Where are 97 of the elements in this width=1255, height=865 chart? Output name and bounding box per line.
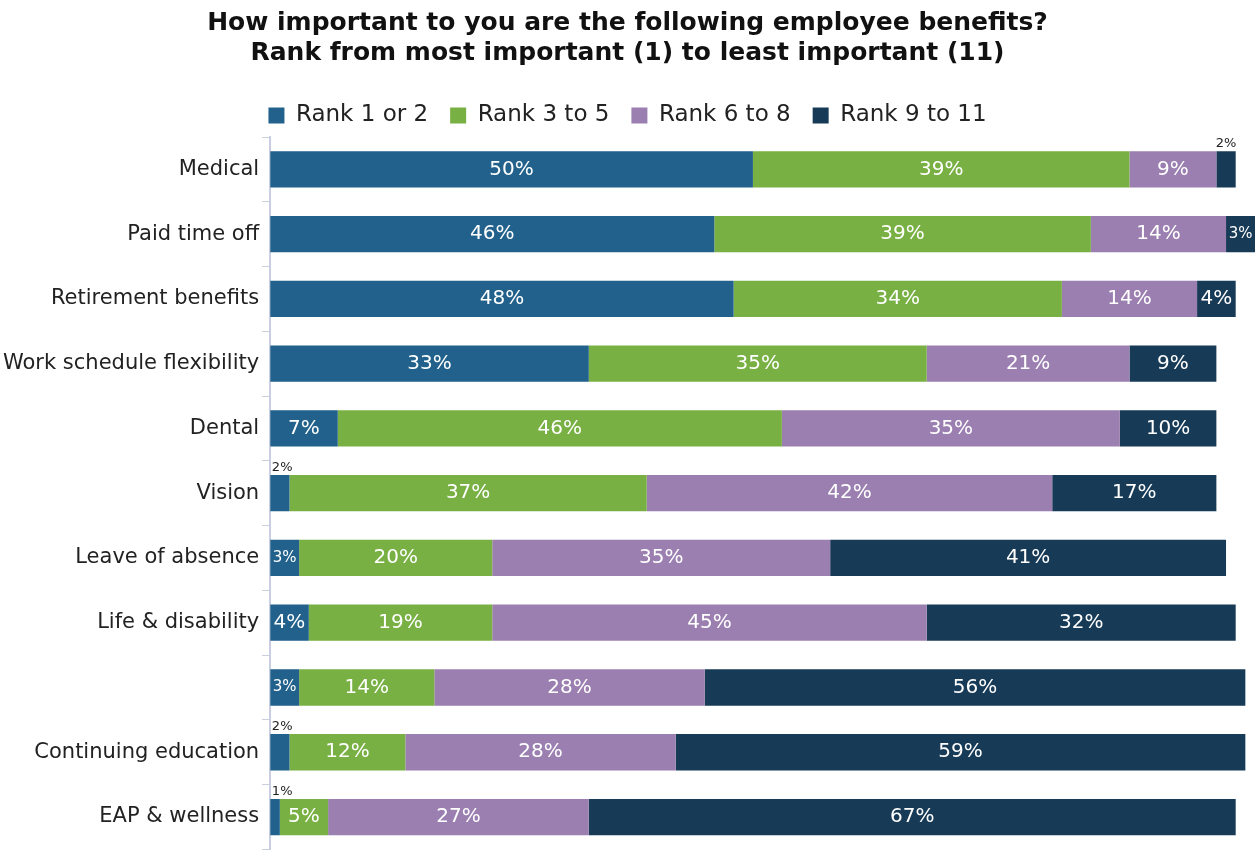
data-label: 35% bbox=[928, 414, 974, 439]
bar bbox=[926, 345, 1130, 382]
bar bbox=[270, 216, 715, 253]
data-label: 27% bbox=[436, 803, 481, 828]
bar bbox=[588, 798, 1236, 836]
legend-label: Rank 1 or 2 bbox=[295, 100, 429, 127]
data-label: 45% bbox=[687, 608, 732, 633]
data-label: 20% bbox=[373, 544, 418, 569]
bar bbox=[926, 604, 1236, 641]
bar bbox=[328, 798, 589, 836]
data-label: 33% bbox=[407, 349, 452, 374]
data-label: 19% bbox=[378, 608, 423, 633]
bar bbox=[289, 475, 647, 512]
bar bbox=[1216, 151, 1236, 188]
y-tick-label: Paid time off bbox=[127, 220, 260, 245]
data-label: 37% bbox=[445, 479, 491, 504]
data-label: 35% bbox=[638, 544, 684, 569]
y-tick-label: Work schedule flexibility bbox=[2, 350, 260, 375]
data-label: 41% bbox=[1005, 544, 1051, 569]
y-tick-label: Continuing education bbox=[34, 738, 260, 763]
bar bbox=[1129, 345, 1217, 382]
data-label: 46% bbox=[470, 220, 515, 245]
bar bbox=[337, 410, 782, 447]
bar bbox=[830, 539, 1227, 577]
data-label: 48% bbox=[479, 285, 525, 310]
data-label: 39% bbox=[918, 155, 964, 180]
bar bbox=[1052, 475, 1217, 512]
data-label: 12% bbox=[325, 738, 370, 763]
bar bbox=[270, 410, 338, 447]
bar bbox=[1090, 216, 1227, 253]
data-label: 3% bbox=[272, 677, 297, 696]
data-label: 39% bbox=[880, 220, 925, 245]
y-tick-label: Life & disability bbox=[97, 609, 260, 634]
bar bbox=[1061, 280, 1198, 318]
bar bbox=[289, 734, 406, 771]
y-tick-label: Medical bbox=[178, 155, 260, 180]
data-label: 2% bbox=[271, 718, 293, 733]
y-tick-label: Vision bbox=[196, 479, 260, 504]
bar bbox=[405, 734, 676, 771]
data-label: 2% bbox=[271, 458, 293, 474]
chart-title: How important to you are the following employee benefits? Rank from most important (1) to least important (11) bbox=[207, 6, 1048, 66]
data-label: 34% bbox=[875, 285, 920, 310]
bar bbox=[714, 216, 1091, 253]
data-label: 3% bbox=[272, 547, 297, 566]
bar bbox=[752, 151, 1130, 188]
data-label: 1% bbox=[271, 782, 293, 798]
bar bbox=[1129, 151, 1217, 188]
data-label: 56% bbox=[952, 673, 998, 698]
data-label: 59% bbox=[938, 738, 983, 763]
bar bbox=[270, 734, 290, 771]
data-label: 35% bbox=[735, 349, 780, 374]
bar bbox=[675, 734, 1246, 771]
bar bbox=[704, 669, 1246, 706]
data-label: 46% bbox=[537, 414, 583, 439]
data-label: 5% bbox=[288, 803, 320, 828]
data-label: 4% bbox=[273, 608, 306, 633]
data-label: 9% bbox=[1157, 155, 1189, 180]
bar bbox=[270, 151, 753, 188]
bar bbox=[299, 669, 435, 706]
data-label: 14% bbox=[1136, 220, 1181, 245]
bar bbox=[270, 345, 589, 382]
data-label: 4% bbox=[1200, 285, 1233, 310]
bar bbox=[588, 345, 927, 382]
legend-label: Rank 3 to 5 bbox=[477, 100, 610, 127]
data-label: 21% bbox=[1005, 349, 1051, 374]
data-label: 28% bbox=[547, 673, 592, 698]
data-label: 2% bbox=[1215, 135, 1237, 151]
bar bbox=[733, 280, 1062, 318]
data-label: 67% bbox=[890, 803, 935, 828]
bar bbox=[270, 475, 290, 512]
y-tick-label: Leave of absence bbox=[75, 544, 260, 569]
bar bbox=[434, 669, 705, 706]
legend-label: Rank 6 to 8 bbox=[658, 100, 791, 127]
data-label: 28% bbox=[518, 738, 563, 763]
y-tick-label: EAP & wellness bbox=[99, 803, 260, 828]
data-label: 32% bbox=[1058, 608, 1104, 633]
legend-label: Rank 9 to 11 bbox=[840, 100, 987, 127]
bar bbox=[270, 280, 734, 318]
data-label: 50% bbox=[489, 155, 534, 180]
bar bbox=[492, 539, 831, 577]
bar bbox=[299, 539, 493, 577]
data-label: 9% bbox=[1157, 349, 1189, 374]
data-label: 14% bbox=[344, 673, 389, 698]
data-label: 3% bbox=[1228, 224, 1253, 243]
bar bbox=[781, 410, 1120, 447]
bar bbox=[1119, 410, 1217, 447]
data-label: 42% bbox=[827, 479, 872, 504]
y-tick-label: Dental bbox=[189, 414, 260, 439]
y-tick-label: Retirement benefits bbox=[50, 285, 260, 310]
data-label: 7% bbox=[288, 414, 320, 439]
data-label: 10% bbox=[1145, 414, 1191, 439]
bar bbox=[270, 798, 280, 836]
data-label: 14% bbox=[1107, 285, 1152, 310]
bar bbox=[308, 604, 493, 641]
bar bbox=[492, 604, 927, 641]
data-label: 17% bbox=[1112, 479, 1157, 504]
bar bbox=[646, 475, 1053, 512]
